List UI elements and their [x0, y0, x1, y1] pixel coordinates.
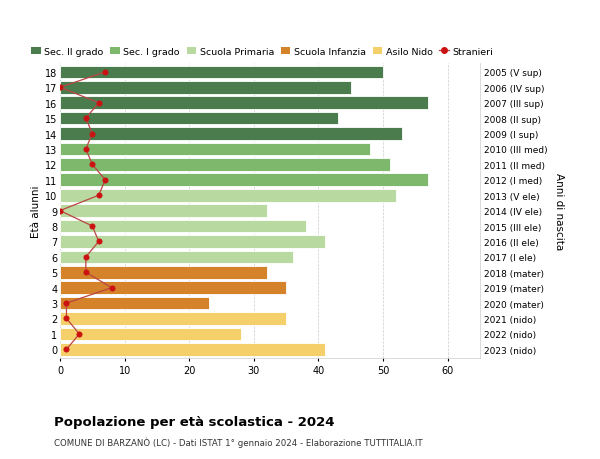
Bar: [60, 343, 325, 356]
Bar: [60, 128, 403, 140]
Bar: [60, 282, 286, 294]
Bar: [60, 297, 209, 310]
Text: Popolazione per età scolastica - 2024: Popolazione per età scolastica - 2024: [54, 415, 335, 428]
Bar: [60, 266, 267, 279]
Bar: [60, 190, 396, 202]
Bar: [60, 251, 293, 263]
Bar: [60, 143, 370, 156]
Bar: [60, 328, 241, 341]
Bar: [60, 67, 383, 79]
Bar: [60, 82, 351, 95]
Bar: [60, 97, 428, 110]
Bar: [60, 159, 389, 171]
Text: COMUNE DI BARZANÒ (LC) - Dati ISTAT 1° gennaio 2024 - Elaborazione TUTTITALIA.IT: COMUNE DI BARZANÒ (LC) - Dati ISTAT 1° g…: [54, 437, 422, 448]
Y-axis label: Anni di nascita: Anni di nascita: [554, 173, 565, 250]
Y-axis label: Età alunni: Età alunni: [31, 185, 41, 237]
Bar: [60, 174, 428, 187]
Bar: [60, 313, 286, 325]
Legend: Sec. II grado, Sec. I grado, Scuola Primaria, Scuola Infanzia, Asilo Nido, Stran: Sec. II grado, Sec. I grado, Scuola Prim…: [31, 47, 493, 56]
Bar: [60, 205, 267, 218]
Bar: [60, 235, 325, 248]
Bar: [60, 112, 338, 125]
Bar: [60, 220, 305, 233]
